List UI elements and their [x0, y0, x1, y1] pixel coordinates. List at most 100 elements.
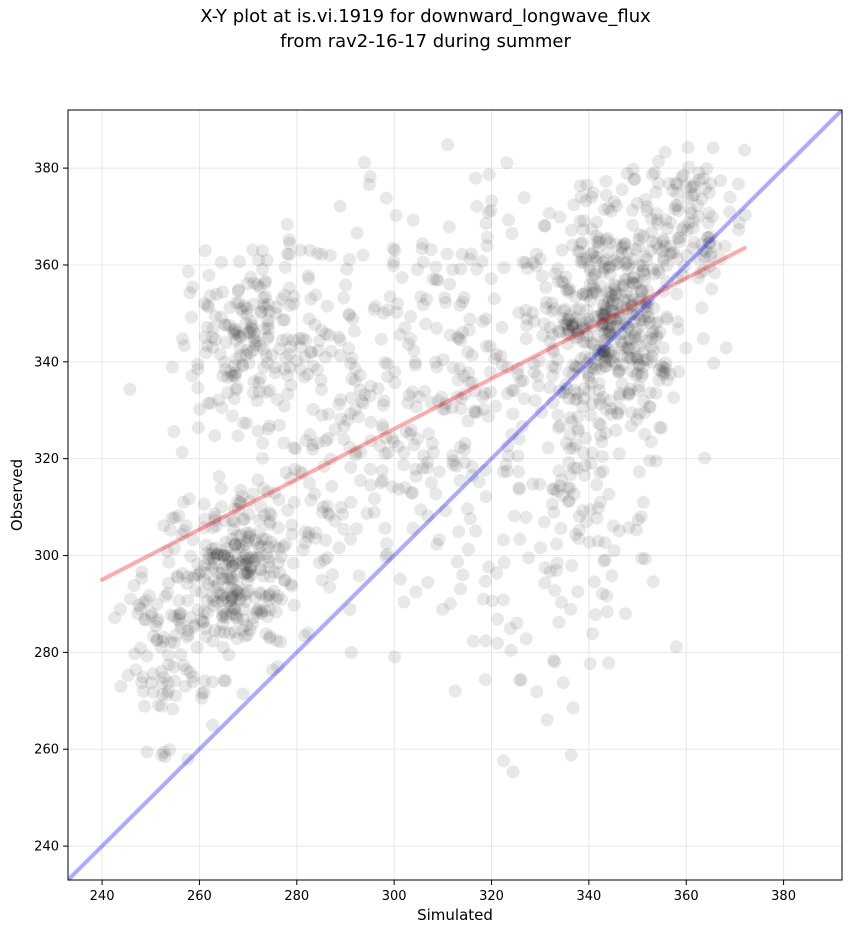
- data-point: [166, 702, 180, 716]
- data-point: [191, 357, 205, 371]
- data-point: [134, 641, 147, 655]
- data-point: [649, 185, 663, 199]
- data-point: [217, 626, 231, 639]
- data-point: [182, 492, 196, 506]
- data-point: [376, 421, 390, 435]
- data-point: [533, 252, 547, 266]
- data-point: [416, 298, 430, 312]
- data-point: [583, 535, 596, 549]
- data-point: [227, 392, 241, 405]
- data-point: [605, 328, 619, 341]
- data-point: [206, 340, 220, 354]
- data-point: [144, 606, 158, 620]
- data-point: [616, 358, 630, 372]
- data-point: [638, 552, 652, 566]
- data-point: [546, 369, 560, 383]
- data-point: [211, 547, 225, 561]
- data-point: [287, 297, 300, 311]
- data-point: [150, 597, 164, 611]
- data-point: [546, 328, 559, 341]
- data-point: [132, 598, 146, 612]
- data-point: [563, 328, 577, 342]
- data-point: [577, 392, 591, 406]
- data-point: [530, 685, 544, 699]
- data-point: [571, 585, 585, 599]
- data-point: [220, 571, 234, 585]
- data-point: [645, 349, 659, 363]
- data-point: [599, 402, 613, 416]
- data-point: [279, 351, 293, 365]
- data-point: [681, 223, 694, 237]
- data-point: [446, 454, 460, 468]
- data-point: [658, 239, 672, 253]
- data-point: [586, 186, 600, 200]
- data-point: [495, 358, 509, 372]
- data-point: [343, 602, 357, 616]
- data-point: [287, 333, 300, 347]
- data-point: [462, 542, 475, 556]
- data-point: [406, 213, 420, 227]
- data-point: [243, 346, 257, 360]
- data-point: [309, 526, 323, 540]
- data-point: [650, 328, 664, 342]
- data-point: [718, 239, 732, 253]
- data-point: [259, 349, 273, 363]
- data-point: [577, 382, 591, 396]
- data-point: [238, 299, 251, 313]
- data-point: [645, 234, 659, 248]
- data-point: [626, 218, 640, 232]
- data-point: [412, 390, 426, 404]
- data-point: [280, 217, 294, 231]
- data-point: [480, 230, 494, 244]
- data-point: [348, 362, 362, 376]
- data-point: [553, 419, 567, 433]
- data-point: [303, 428, 317, 442]
- data-point: [484, 272, 498, 286]
- data-point: [293, 464, 307, 478]
- data-point: [530, 247, 543, 261]
- data-point: [430, 360, 444, 374]
- data-point: [292, 332, 306, 346]
- data-point: [630, 322, 644, 336]
- data-point: [470, 262, 484, 276]
- data-point: [452, 525, 466, 539]
- data-point: [604, 407, 618, 421]
- data-point: [186, 280, 200, 294]
- data-point: [613, 363, 627, 377]
- data-point: [282, 233, 296, 247]
- data-point: [632, 295, 646, 309]
- data-point: [337, 420, 351, 433]
- data-point: [638, 273, 651, 287]
- data-point: [545, 359, 559, 373]
- data-point: [657, 284, 670, 298]
- data-point: [324, 344, 338, 358]
- data-point: [228, 602, 242, 616]
- data-point: [557, 318, 571, 332]
- data-point: [208, 513, 222, 527]
- data-point: [635, 369, 649, 383]
- data-point: [556, 276, 570, 290]
- data-point: [169, 628, 183, 642]
- data-point: [580, 178, 594, 192]
- data-point: [337, 522, 351, 536]
- data-point: [304, 345, 318, 359]
- data-point: [583, 352, 597, 366]
- data-point: [592, 232, 606, 246]
- data-point: [252, 385, 266, 399]
- data-point: [320, 551, 334, 565]
- data-point: [207, 551, 221, 565]
- data-point: [672, 365, 686, 379]
- data-point: [617, 278, 631, 291]
- data-point: [176, 495, 190, 509]
- data-point: [164, 608, 178, 622]
- data-point: [634, 510, 648, 524]
- data-point: [296, 543, 310, 557]
- data-point: [590, 511, 604, 525]
- data-point: [620, 302, 634, 316]
- data-point: [189, 584, 203, 598]
- data-point: [194, 613, 208, 627]
- data-point: [612, 249, 626, 263]
- data-point: [214, 481, 228, 495]
- data-point: [683, 202, 697, 216]
- data-point: [650, 213, 664, 227]
